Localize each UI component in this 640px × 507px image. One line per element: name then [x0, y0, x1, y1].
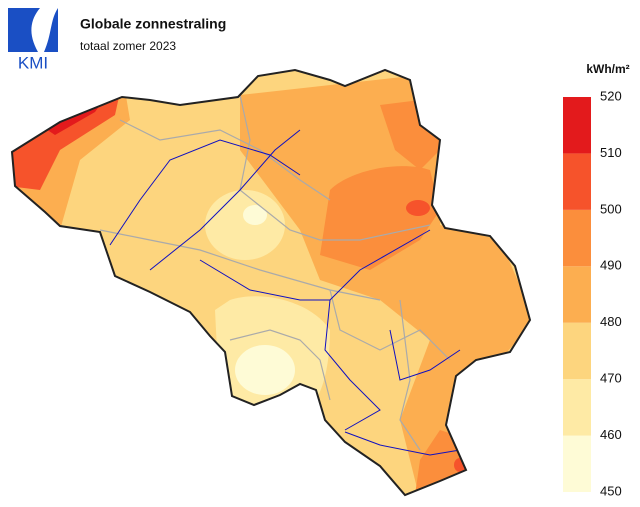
logo-shape	[44, 8, 58, 52]
map	[12, 70, 530, 495]
region	[205, 190, 285, 260]
legend-tick-label: 460	[600, 427, 622, 442]
region	[243, 205, 267, 225]
legend-swatch	[563, 97, 591, 154]
legend: 450 460 470 480 490 500 510 520	[563, 88, 622, 498]
legend-tick-label: 450	[600, 483, 622, 498]
legend-tick-label: 500	[600, 201, 622, 216]
logo-text: KMI	[18, 53, 48, 72]
rivers	[109, 129, 461, 456]
legend-swatch	[563, 209, 591, 267]
region	[12, 92, 120, 190]
legend-tick-label: 490	[600, 258, 622, 273]
legend-swatch	[563, 153, 591, 210]
legend-tick-label: 480	[600, 314, 622, 329]
logo-shape	[8, 8, 40, 52]
map-title: Globale zonnestraling	[80, 16, 226, 32]
legend-swatch	[563, 435, 591, 492]
legend-swatch	[563, 322, 591, 380]
legend-swatch	[563, 379, 591, 436]
region	[320, 166, 440, 270]
legend-swatch	[563, 266, 591, 323]
legend-tick-label: 470	[600, 371, 622, 386]
region	[235, 345, 295, 395]
region	[406, 200, 430, 216]
region	[240, 75, 530, 495]
legend-unit: kWh/m²	[586, 62, 629, 76]
map-subtitle: totaal zomer 2023	[80, 39, 176, 53]
logo: KMI	[8, 8, 58, 72]
legend-tick-label: 520	[600, 88, 622, 103]
legend-tick-label: 510	[600, 145, 622, 160]
